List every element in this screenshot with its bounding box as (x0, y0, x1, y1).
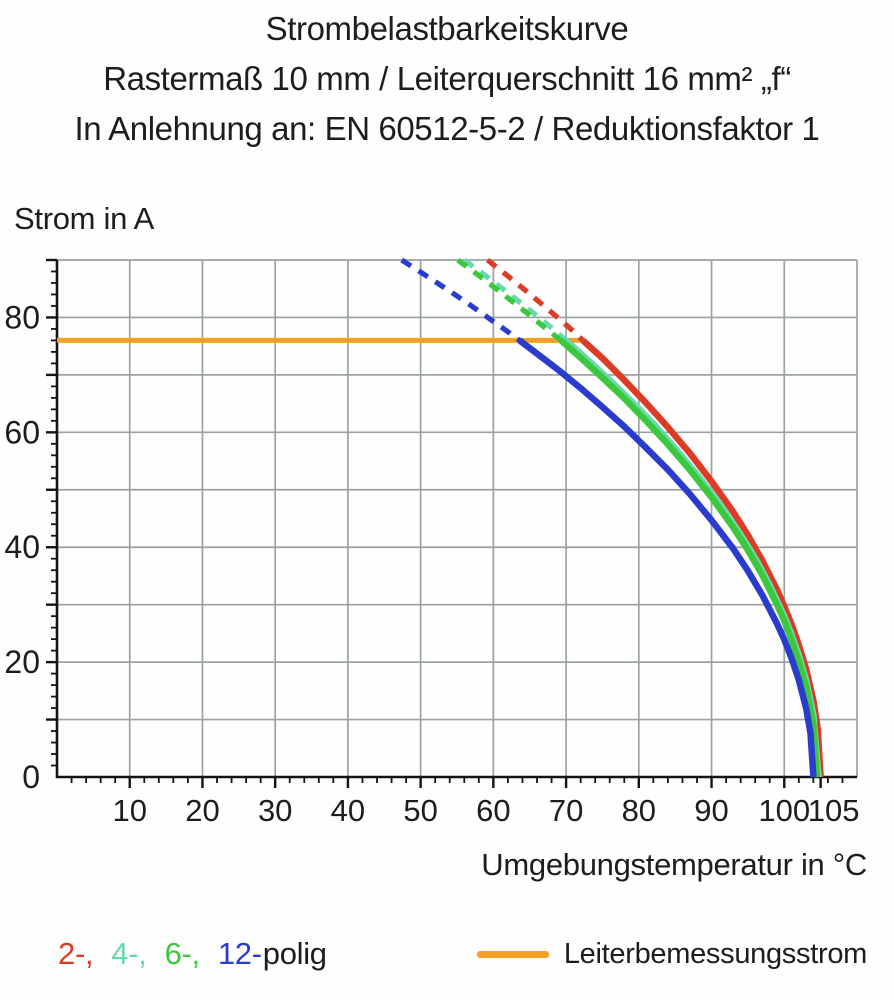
series-4-polig-dashed (462, 257, 568, 343)
x-tick-label: 70 (549, 793, 583, 828)
y-tick-label: 20 (4, 644, 40, 680)
legend-2-polig: 2-, (58, 936, 94, 971)
title-line-1: Strombelastbarkeitskurve (265, 10, 629, 47)
y-tick-label: 0 (22, 759, 40, 795)
legend-12-polig: 12- (217, 936, 262, 971)
series-6-polig-dashed (456, 257, 563, 343)
x-tick-label: 90 (694, 793, 728, 828)
y-tick-label: 60 (4, 414, 40, 450)
x-tick-label: 20 (185, 793, 219, 828)
legend-4-polig: 4-, (111, 936, 147, 971)
title-line-2: Rastermaß 10 mm / Leiterquerschnitt 16 m… (103, 60, 791, 97)
x-tick-label: 60 (476, 793, 510, 828)
series-12-polig-solid (517, 337, 817, 778)
title-line-3: In Anlehnung an: EN 60512-5-2 / Reduktio… (74, 110, 820, 147)
legend-polig-suffix: polig (262, 936, 327, 971)
rated-current-label: Leiterbemessungsstrom (563, 938, 867, 970)
rated-current-legend: Leiterbemessungsstrom (476, 938, 867, 971)
series-6-polig-solid (558, 337, 821, 778)
x-tick-label: 40 (331, 793, 365, 828)
x-tick-label: 50 (403, 793, 437, 828)
rated-current-swatch (476, 951, 549, 958)
series-12-polig-dashed (400, 257, 522, 343)
x-tick-label: 105 (808, 793, 860, 828)
chart-title: Strombelastbarkeitskurve Rastermaß 10 mm… (0, 4, 894, 154)
poles-legend: 2-, 4-, 6-, 12-polig (58, 936, 327, 972)
y-axis-title: Strom in A (14, 201, 154, 236)
series-2-polig-dashed (485, 257, 585, 343)
y-tick-label: 40 (4, 529, 40, 565)
x-axis-title: Umgebungstemperatur in °C (481, 847, 867, 882)
y-tick-label: 80 (4, 299, 40, 335)
x-tick-label: 30 (258, 793, 292, 828)
legend-6-polig: 6-, (164, 936, 201, 971)
x-tick-label: 80 (622, 793, 656, 828)
x-tick-label: 100 (758, 793, 810, 828)
x-tick-label: 10 (112, 793, 146, 828)
